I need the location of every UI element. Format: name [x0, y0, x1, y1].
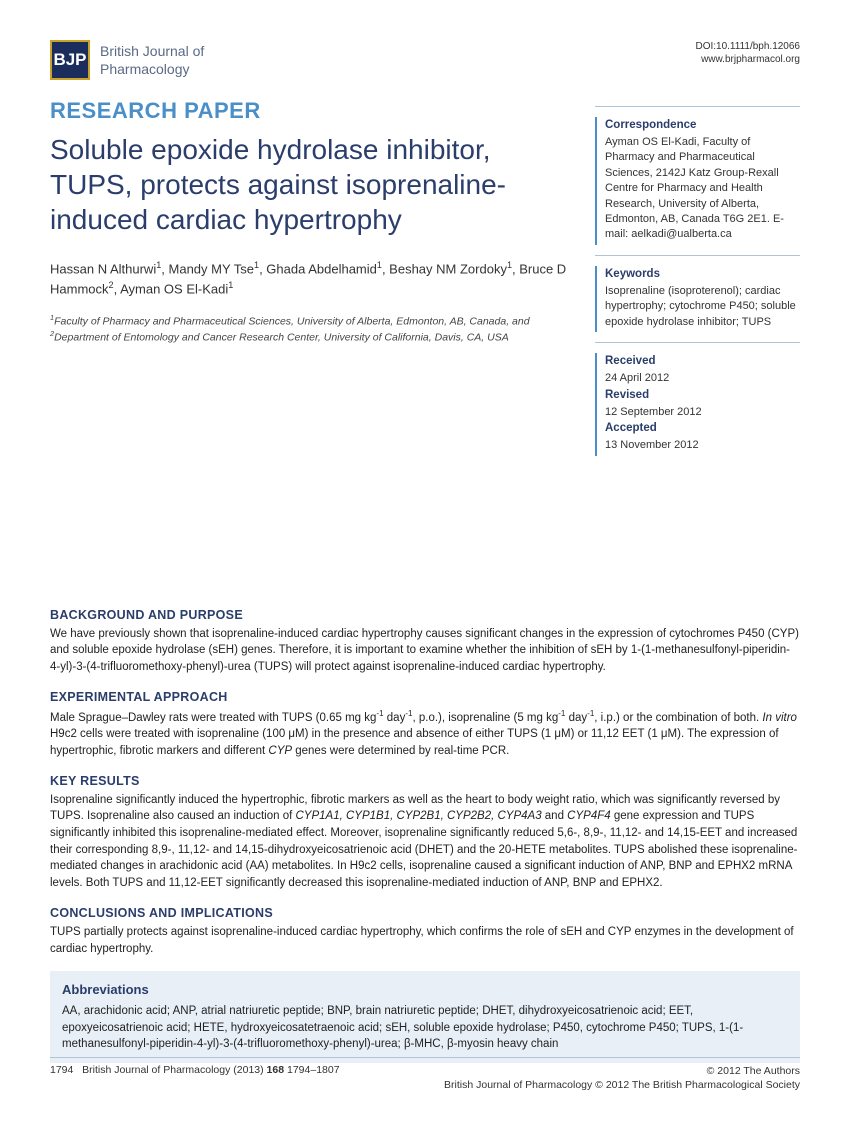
title-column: RESEARCH PAPER Soluble epoxide hydrolase… — [50, 98, 570, 466]
page-footer: 1794 British Journal of Pharmacology (20… — [50, 1057, 800, 1093]
dates-block: Received 24 April 2012 Revised 12 Septem… — [595, 353, 800, 455]
keywords-block: Keywords Isoprenaline (isoproterenol); c… — [595, 266, 800, 332]
paper-title: Soluble epoxide hydrolase inhibitor, TUP… — [50, 132, 570, 237]
journal-logo: BJP — [50, 40, 90, 80]
authors: Hassan N Althurwi1, Mandy MY Tse1, Ghada… — [50, 259, 570, 299]
correspondence-text: Ayman OS El-Kadi, Faculty of Pharmacy an… — [605, 135, 800, 243]
footer-copyright1: © 2012 The Authors — [444, 1064, 800, 1079]
keywords-text: Isoprenaline (isoproterenol); cardiac hy… — [605, 284, 800, 330]
correspondence-block: Correspondence Ayman OS El-Kadi, Faculty… — [595, 117, 800, 245]
page-header: BJP British Journal of Pharmacology DOI:… — [50, 40, 800, 80]
keywords-heading: Keywords — [605, 266, 800, 282]
journal-name: British Journal of Pharmacology — [100, 42, 204, 78]
results-text: Isoprenaline significantly induced the h… — [50, 792, 800, 892]
background-heading: BACKGROUND AND PURPOSE — [50, 606, 800, 624]
journal-line2: Pharmacology — [100, 60, 204, 78]
journal-block: BJP British Journal of Pharmacology — [50, 40, 204, 80]
sidebar: Correspondence Ayman OS El-Kadi, Faculty… — [595, 98, 800, 466]
correspondence-heading: Correspondence — [605, 117, 800, 133]
doi: DOI:10.1111/bph.12066 — [695, 40, 800, 53]
conclusions-text: TUPS partially protects against isoprena… — [50, 924, 800, 957]
sidebar-rule — [595, 255, 800, 256]
results-heading: KEY RESULTS — [50, 772, 800, 790]
accepted-heading: Accepted — [605, 420, 800, 436]
affiliations: 1Faculty of Pharmacy and Pharmaceutical … — [50, 313, 570, 345]
footer-copyright2: British Journal of Pharmacology © 2012 T… — [444, 1078, 800, 1093]
revised-date: 12 September 2012 — [605, 405, 800, 420]
conclusions-heading: CONCLUSIONS AND IMPLICATIONS — [50, 904, 800, 922]
journal-line1: British Journal of — [100, 42, 204, 60]
paper-type: RESEARCH PAPER — [50, 98, 570, 124]
abbreviations-block: Abbreviations AA, arachidonic acid; ANP,… — [50, 971, 800, 1063]
background-text: We have previously shown that isoprenali… — [50, 626, 800, 676]
received-heading: Received — [605, 353, 800, 369]
sidebar-rule — [595, 106, 800, 107]
approach-heading: EXPERIMENTAL APPROACH — [50, 688, 800, 706]
abbreviations-text: AA, arachidonic acid; ANP, atrial natriu… — [62, 1003, 788, 1053]
revised-heading: Revised — [605, 387, 800, 403]
main-row: RESEARCH PAPER Soluble epoxide hydrolase… — [50, 98, 800, 466]
abbreviations-heading: Abbreviations — [62, 981, 788, 1000]
doi-block: DOI:10.1111/bph.12066 www.brjpharmacol.o… — [695, 40, 800, 66]
accepted-date: 13 November 2012 — [605, 438, 800, 453]
footer-left: 1794 British Journal of Pharmacology (20… — [50, 1064, 340, 1093]
abstract-section: BACKGROUND AND PURPOSE We have previousl… — [50, 606, 800, 1064]
journal-url: www.brjpharmacol.org — [695, 53, 800, 66]
approach-text: Male Sprague–Dawley rats were treated wi… — [50, 708, 800, 760]
received-date: 24 April 2012 — [605, 371, 800, 386]
footer-right: © 2012 The Authors British Journal of Ph… — [444, 1064, 800, 1093]
sidebar-rule — [595, 342, 800, 343]
